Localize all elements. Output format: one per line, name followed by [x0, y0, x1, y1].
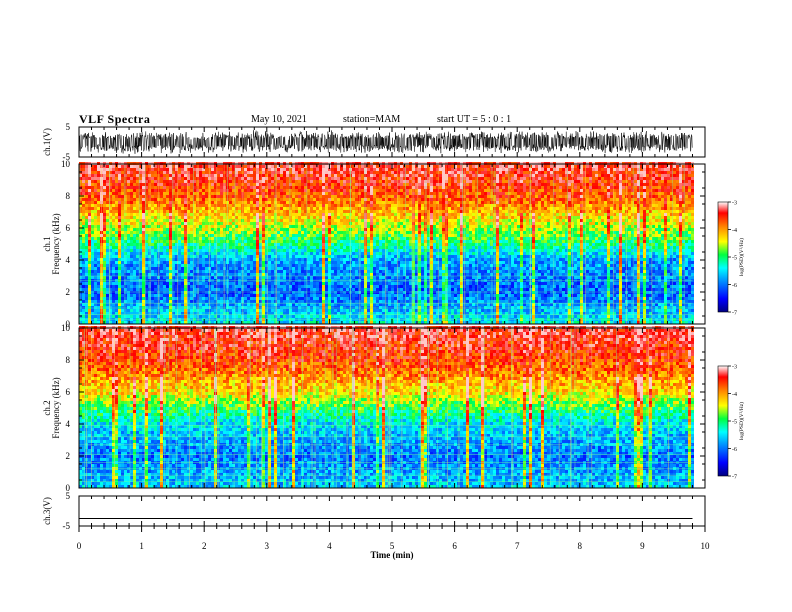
x-tick-label: 9 — [640, 541, 645, 551]
ch3-waveform-frame — [78, 495, 706, 527]
ch2-spectrogram-y-tick-label: 0 — [66, 483, 71, 493]
ch2-spectrogram-frame — [78, 327, 706, 489]
x-tick-label: 0 — [77, 541, 82, 551]
ch2-spectrogram-y-tick-label: 8 — [66, 355, 71, 365]
x-tick-label: 7 — [515, 541, 520, 551]
ch2-spectrogram-colorbar-tick: -5 — [732, 420, 737, 426]
date-label: May 10, 2021 — [251, 114, 307, 125]
ch1-spectrogram-y-tick-label: 10 — [61, 159, 71, 169]
x-tick-label: 2 — [202, 541, 207, 551]
x-axis-label: Time (min) — [370, 550, 413, 560]
ch1-waveform-trace — [79, 130, 693, 154]
station-label: station=MAM — [343, 114, 400, 125]
ch1-spectrogram-colorbar-tick: -6 — [732, 283, 737, 289]
ch1-spectrogram-cells — [79, 162, 694, 324]
ch1-waveform-y-tick-label: 5 — [66, 122, 71, 132]
ch1-spectrogram-sferics — [79, 164, 685, 324]
x-tick-label: 10 — [701, 541, 711, 551]
ch1-spectrogram-y-tick-label: 0 — [66, 319, 71, 329]
ch1-spectrogram-colorbar — [717, 201, 729, 313]
x-tick-label: 5 — [390, 541, 395, 551]
ch1-spectrogram-y-tick-label: 2 — [66, 287, 71, 297]
ch1-spectrogram-colorbar-label: log(PSD)(V²/Hz) — [738, 238, 745, 276]
start-time-label: start UT = 5 : 0 : 1 — [437, 114, 511, 125]
ch2-spectrogram-y-tick-label: 10 — [61, 323, 71, 333]
ch1-spectrogram-y-tick-label: 8 — [66, 191, 71, 201]
x-tick-label: 8 — [578, 541, 583, 551]
ch2-spectrogram-colorbar-tick: -6 — [732, 447, 737, 453]
x-tick-label: 4 — [327, 541, 332, 551]
ch1-waveform-y-tick-label: -5 — [63, 152, 71, 162]
ch2-spectrogram-colorbar-label: log(PSD)(V²/Hz) — [738, 402, 745, 440]
ch2-spectrogram-sferics — [84, 328, 669, 488]
x-tick-label: 3 — [265, 541, 270, 551]
ch1-spectrogram-ylabel-1: ch.1 — [42, 236, 52, 251]
ch2-spectrogram-cells — [79, 326, 694, 488]
x-tick-marks — [78, 496, 706, 526]
ch2-spectrogram-y-tick-label: 4 — [66, 419, 71, 429]
ch2-spectrogram-ylabel-2: Frequency (kHz) — [51, 377, 61, 438]
ch1-spectrogram-colorbar-tick: -4 — [732, 228, 737, 234]
ch2-spectrogram-colorbar-tick: -7 — [732, 475, 737, 481]
ch3-waveform-y-tick-label: -5 — [63, 521, 71, 531]
ch2-spectrogram-y-tick-label: 2 — [66, 451, 71, 461]
ch2-spectrogram-colorbar-tick: -3 — [732, 365, 737, 371]
ch1-spectrogram-colorbar-tick: -5 — [732, 256, 737, 262]
ch2-spectrogram-colorbar — [717, 365, 729, 477]
ch3-waveform-ylabel: ch.3(V) — [42, 497, 52, 525]
ch2-spectrogram-y-tick-label: 6 — [66, 387, 71, 397]
ch2-spectrogram-colorbar-tick: -4 — [732, 392, 737, 398]
ch1-waveform-frame — [78, 126, 706, 158]
x-tick-label: 1 — [139, 541, 144, 551]
ch1-waveform-ylabel: ch.1(V) — [42, 128, 52, 156]
ch1-spectrogram-frame — [78, 163, 706, 325]
ch1-spectrogram-colorbar-tick: -7 — [732, 311, 737, 317]
ch2-spectrogram-ylabel-1: ch.2 — [42, 400, 52, 415]
x-tick-label: 6 — [452, 541, 457, 551]
ch1-spectrogram-y-tick-label: 6 — [66, 223, 71, 233]
ch1-spectrogram-y-tick-label: 4 — [66, 255, 71, 265]
ch1-spectrogram-colorbar-tick: -3 — [732, 201, 737, 207]
plot-title: VLF Spectra — [79, 112, 150, 127]
ch1-spectrogram-ylabel-2: Frequency (kHz) — [51, 213, 61, 274]
ch3-waveform-y-tick-label: 5 — [66, 491, 71, 501]
